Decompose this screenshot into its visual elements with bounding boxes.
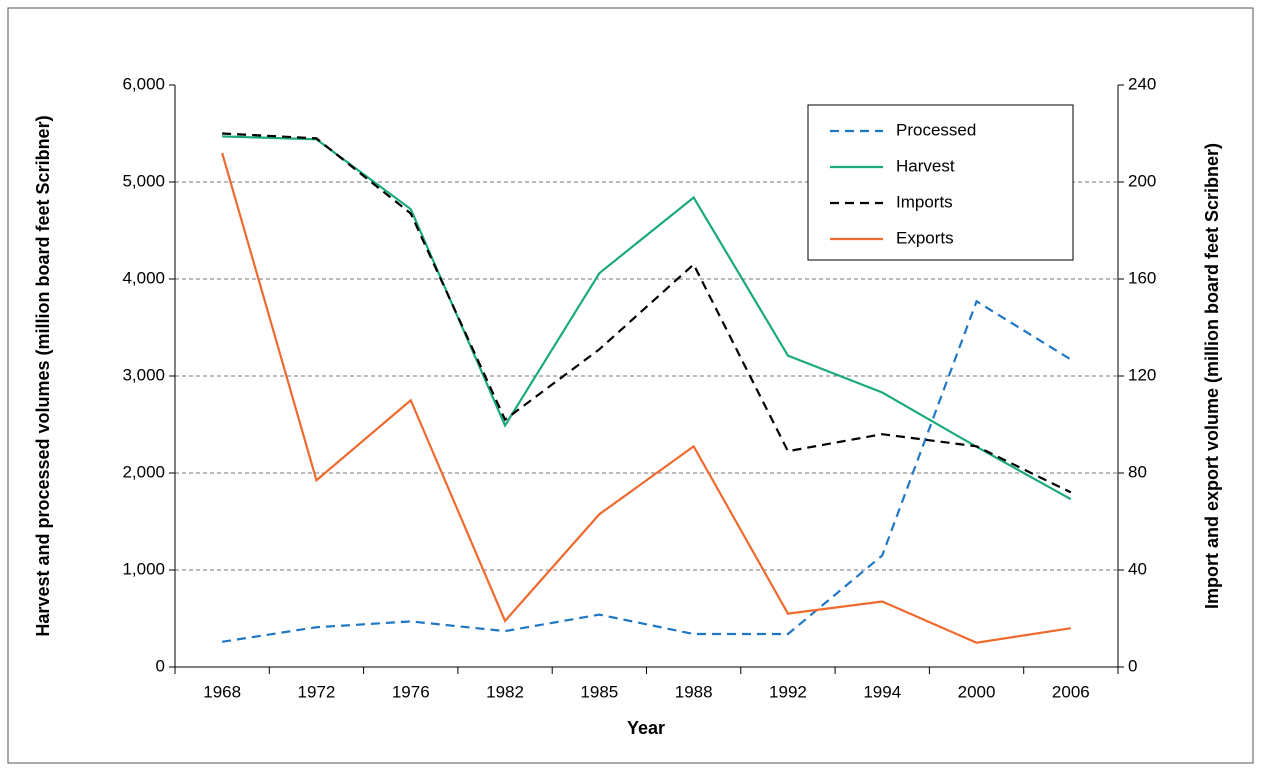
series-line bbox=[222, 132, 1072, 494]
x-tick-label: 1988 bbox=[675, 682, 713, 701]
x-tick-label: 2000 bbox=[958, 682, 996, 701]
y2-tick-label: 120 bbox=[1128, 365, 1156, 384]
y-tick-label: 3,000 bbox=[122, 365, 165, 384]
y-tick-label: 0 bbox=[156, 656, 165, 675]
y2-tick-label: 40 bbox=[1128, 559, 1147, 578]
y2-tick-label: 200 bbox=[1128, 171, 1156, 190]
y2-tick-label: 160 bbox=[1128, 268, 1156, 287]
legend-label: Processed bbox=[896, 120, 976, 139]
x-axis-title: Year bbox=[627, 718, 665, 738]
legend-label: Exports bbox=[896, 228, 954, 247]
y-tick-label: 1,000 bbox=[122, 559, 165, 578]
series-line bbox=[221, 299, 1072, 643]
x-tick-label: 1972 bbox=[298, 682, 336, 701]
x-tick-label: 1992 bbox=[769, 682, 807, 701]
y2-axis-title: Import and export volume (million board … bbox=[1202, 143, 1222, 609]
y2-tick-label: 240 bbox=[1128, 74, 1156, 93]
x-tick-label: 1976 bbox=[392, 682, 430, 701]
y-tick-label: 2,000 bbox=[122, 462, 165, 481]
legend-label: Imports bbox=[896, 192, 953, 211]
y-axis-title: Harvest and processed volumes (million b… bbox=[33, 115, 53, 636]
series-line bbox=[221, 152, 1072, 644]
x-tick-label: 1968 bbox=[203, 682, 241, 701]
legend-label: Harvest bbox=[896, 156, 955, 175]
y2-tick-label: 80 bbox=[1128, 462, 1147, 481]
y-tick-label: 5,000 bbox=[122, 171, 165, 190]
y-tick-label: 4,000 bbox=[122, 268, 165, 287]
x-tick-label: 1994 bbox=[863, 682, 901, 701]
legend-box bbox=[807, 104, 1074, 261]
x-tick-label: 2006 bbox=[1052, 682, 1090, 701]
y-tick-label: 6,000 bbox=[122, 74, 165, 93]
x-tick-label: 1985 bbox=[580, 682, 618, 701]
y2-tick-label: 0 bbox=[1128, 656, 1137, 675]
x-tick-label: 1982 bbox=[486, 682, 524, 701]
series-line bbox=[222, 135, 1072, 501]
